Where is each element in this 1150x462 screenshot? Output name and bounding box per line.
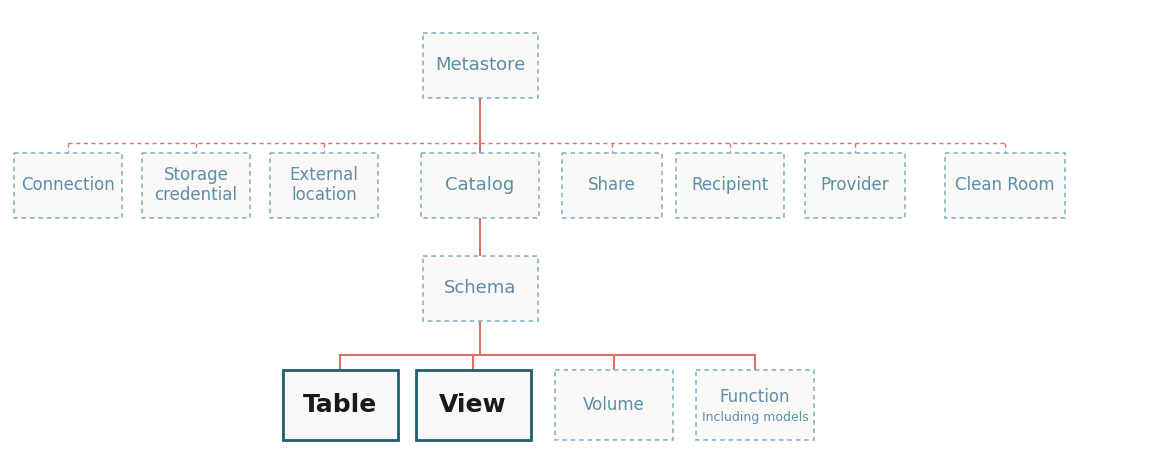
FancyBboxPatch shape bbox=[562, 152, 662, 218]
Text: Recipient: Recipient bbox=[691, 176, 768, 194]
FancyBboxPatch shape bbox=[555, 370, 673, 440]
Text: Table: Table bbox=[302, 393, 377, 417]
Text: External
location: External location bbox=[290, 165, 359, 204]
Text: Schema: Schema bbox=[444, 279, 516, 297]
Text: Function: Function bbox=[720, 388, 790, 406]
FancyBboxPatch shape bbox=[945, 152, 1065, 218]
Text: View: View bbox=[439, 393, 507, 417]
Text: Connection: Connection bbox=[21, 176, 115, 194]
Text: Metastore: Metastore bbox=[435, 56, 526, 74]
Text: Provider: Provider bbox=[821, 176, 889, 194]
FancyBboxPatch shape bbox=[676, 152, 784, 218]
Text: Catalog: Catalog bbox=[445, 176, 515, 194]
Text: Storage
credential: Storage credential bbox=[154, 165, 238, 204]
FancyBboxPatch shape bbox=[422, 32, 537, 97]
FancyBboxPatch shape bbox=[421, 152, 539, 218]
FancyBboxPatch shape bbox=[422, 255, 537, 321]
FancyBboxPatch shape bbox=[14, 152, 122, 218]
FancyBboxPatch shape bbox=[415, 370, 530, 440]
FancyBboxPatch shape bbox=[696, 370, 814, 440]
FancyBboxPatch shape bbox=[141, 152, 250, 218]
FancyBboxPatch shape bbox=[283, 370, 398, 440]
Text: Share: Share bbox=[588, 176, 636, 194]
Text: Clean Room: Clean Room bbox=[956, 176, 1055, 194]
Text: Volume: Volume bbox=[583, 396, 645, 414]
FancyBboxPatch shape bbox=[270, 152, 378, 218]
FancyBboxPatch shape bbox=[805, 152, 905, 218]
Text: Including models: Including models bbox=[702, 411, 808, 424]
